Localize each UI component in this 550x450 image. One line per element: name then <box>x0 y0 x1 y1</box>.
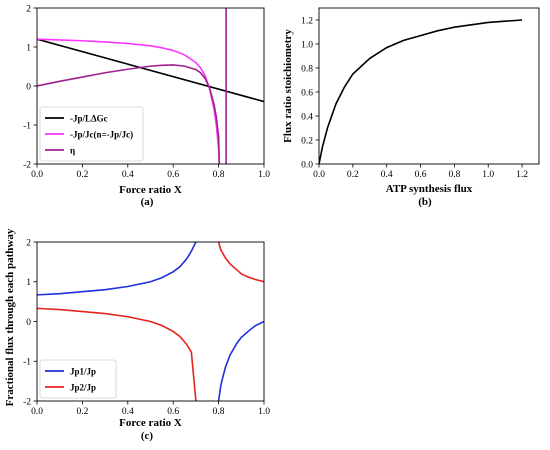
series-line-- <box>37 64 221 164</box>
series-group <box>37 8 264 164</box>
y-tick-label: -2 <box>23 397 31 407</box>
panel-a: 0.0 0.2 0.4 0.6 0.8 1.0 -2 -1 0 1 2 Force ratio X(a… <box>23 4 270 208</box>
panel-label: (b) <box>418 196 432 208</box>
x-tick-label: 1.2 <box>516 170 528 180</box>
y-tick-label: 0.4 <box>301 112 313 122</box>
x-tick-label: 0.8 <box>213 407 225 417</box>
plot-frame <box>36 241 265 402</box>
y-tick-label: 0 <box>26 82 31 92</box>
plot-frame <box>36 7 265 165</box>
plot-frame <box>318 7 540 165</box>
y-tick-label: 0.2 <box>301 136 313 146</box>
x-tick-label: 1.0 <box>258 170 270 180</box>
legend-label: η <box>70 145 75 155</box>
y-tick-label: 0.8 <box>301 64 313 74</box>
series-group <box>319 19 523 164</box>
x-tick-label: 0.4 <box>381 170 393 180</box>
series-line-jp1-jp <box>37 242 197 296</box>
y-tick-label: -2 <box>23 160 31 170</box>
x-tick-label: 0.0 <box>31 407 43 417</box>
y-tick-label: 0.0 <box>301 160 313 170</box>
legend: Jp1/Jp Jp2/Jp <box>39 359 117 399</box>
series-line--jp-l-gc <box>37 38 264 103</box>
x-tick-label: 0.2 <box>76 407 88 417</box>
x-tick-label: 0.6 <box>167 407 179 417</box>
legend-box <box>39 106 144 162</box>
panel-label: (c) <box>141 430 154 442</box>
x-axis-label: Force ratio X <box>119 184 182 196</box>
legend-box <box>39 359 117 399</box>
y-tick-label: 0.6 <box>301 88 313 98</box>
x-tick-label: 0.2 <box>76 170 88 180</box>
y-tick-label: 1 <box>26 278 31 288</box>
x-tick-label: 0.0 <box>31 170 43 180</box>
y-tick-label: 0 <box>26 318 31 328</box>
legend-label: Jp2/Jp <box>70 382 96 392</box>
panel-b: 0.0 0.2 0.4 0.6 0.8 1.0 1.2 0.0 0.2 0.4 0.6 0.8 1.0 1… <box>282 7 540 208</box>
x-tick-label: 0.8 <box>213 170 225 180</box>
panel-label: (a) <box>141 196 154 208</box>
x-tick-label: 0.2 <box>347 170 359 180</box>
x-tick-label: 0.6 <box>167 170 179 180</box>
x-tick-label: 0.4 <box>122 407 134 417</box>
y-tick-label: -1 <box>23 358 31 368</box>
legend-label: Jp1/Jp <box>70 366 96 376</box>
x-tick-label: 1.0 <box>482 170 494 180</box>
x-axis-label: Force ratio X <box>119 417 182 429</box>
legend: -Jp/LΔGc -Jp/Jc(n=-Jp/Jc) η <box>39 106 144 162</box>
x-axis-label: ATP synthesis flux <box>386 183 473 195</box>
series-line--jp-jc-n-jp-jc- <box>37 38 221 164</box>
x-tick-label: 0.4 <box>122 170 134 180</box>
panel-c: 0.0 0.2 0.4 0.6 0.8 1.0 -2 -1 0 1 2 Force ratio X Fr… <box>4 228 270 442</box>
x-tick-label: 0.0 <box>313 170 325 180</box>
y-tick-label: 1 <box>26 43 31 53</box>
y-tick-label: 1.2 <box>301 16 313 26</box>
legend-label: -Jp/Jc(n=-Jp/Jc) <box>70 129 133 139</box>
y-tick-label: 2 <box>26 4 31 14</box>
x-tick-label: 1.0 <box>258 407 270 417</box>
series-group <box>37 242 264 401</box>
y-tick-label: -1 <box>23 121 31 131</box>
legend-label: -Jp/LΔGc <box>70 113 108 123</box>
series-line-curve-0 <box>319 19 523 164</box>
series-line-jp2-jp <box>37 307 197 401</box>
y-tick-label: 1.0 <box>301 40 313 50</box>
y-axis-label: Flux ratio stoichiometry <box>282 29 294 143</box>
y-tick-label: 2 <box>26 238 31 248</box>
y-axis-label: Fractional flux through each pathway <box>4 228 16 406</box>
series-line-jp2-jp-branch <box>217 242 264 283</box>
x-tick-label: 0.6 <box>415 170 427 180</box>
series-line-jp1-jp-branch <box>217 320 264 401</box>
x-tick-label: 0.8 <box>448 170 460 180</box>
